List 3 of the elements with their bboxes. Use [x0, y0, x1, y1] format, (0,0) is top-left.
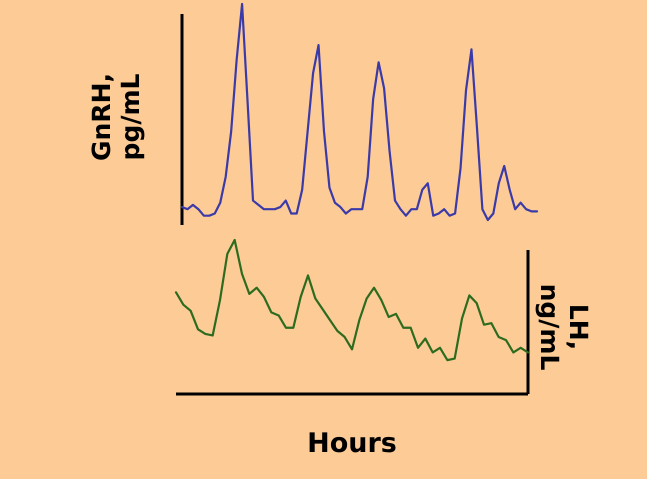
- x-axis-title: Hours: [307, 428, 397, 459]
- y2-axis-title: LH, ng/mL: [535, 284, 593, 370]
- y-axis-title: GnRH, pg/mL: [87, 73, 145, 161]
